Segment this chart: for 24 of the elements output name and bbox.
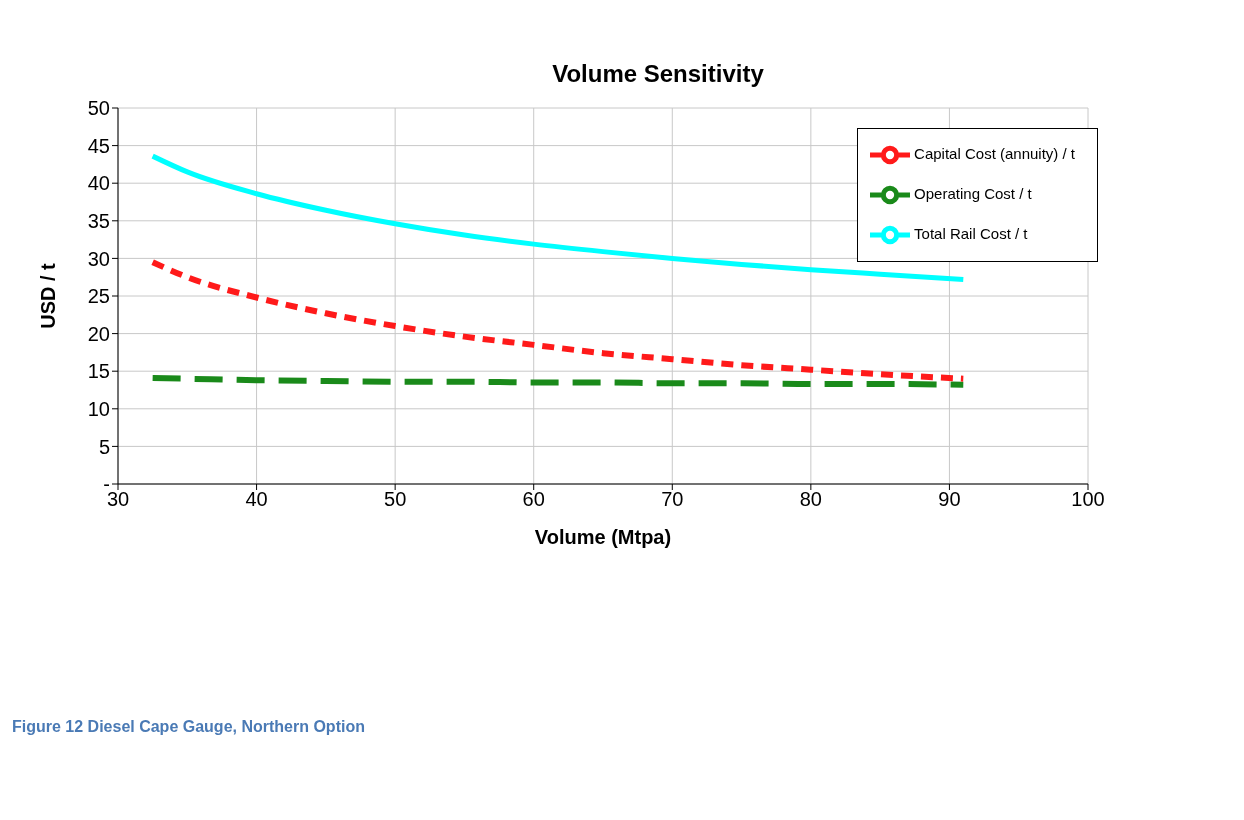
y-tick-label: 20 [87, 322, 110, 345]
y-tick-label: 25 [87, 285, 110, 308]
y-tick-label: 5 [98, 435, 110, 458]
x-tick-label: 80 [799, 488, 822, 511]
y-tick-label: 50 [87, 97, 110, 120]
y-tick-label: 45 [87, 134, 110, 157]
y-tick-label: 30 [87, 247, 110, 270]
chart-title: Volume Sensitivity [551, 60, 765, 88]
x-tick-label: 60 [522, 488, 545, 511]
x-tick-label: 70 [661, 488, 684, 511]
x-axis-title: Volume (Mtpa) [534, 526, 672, 548]
y-axis-title: USD / t [37, 262, 60, 329]
y-tick-label: 40 [87, 172, 110, 195]
x-tick-label: 90 [938, 488, 961, 511]
y-tick-label: 10 [87, 397, 110, 420]
caption: Figure 12 Diesel Cape Gauge, Northern Option [12, 718, 366, 736]
x-tick-label: 100 [1071, 488, 1105, 511]
legend-label: Operating Cost / t [914, 184, 1032, 202]
y-tick-label: 35 [87, 209, 110, 232]
legend-label: Total Rail Cost / t [914, 224, 1028, 242]
x-tick-label: 50 [384, 488, 407, 511]
legend-label: Capital Cost (annuity) / t [914, 144, 1075, 162]
y-tick-label: 15 [87, 360, 110, 383]
x-tick-label: 40 [245, 488, 268, 511]
